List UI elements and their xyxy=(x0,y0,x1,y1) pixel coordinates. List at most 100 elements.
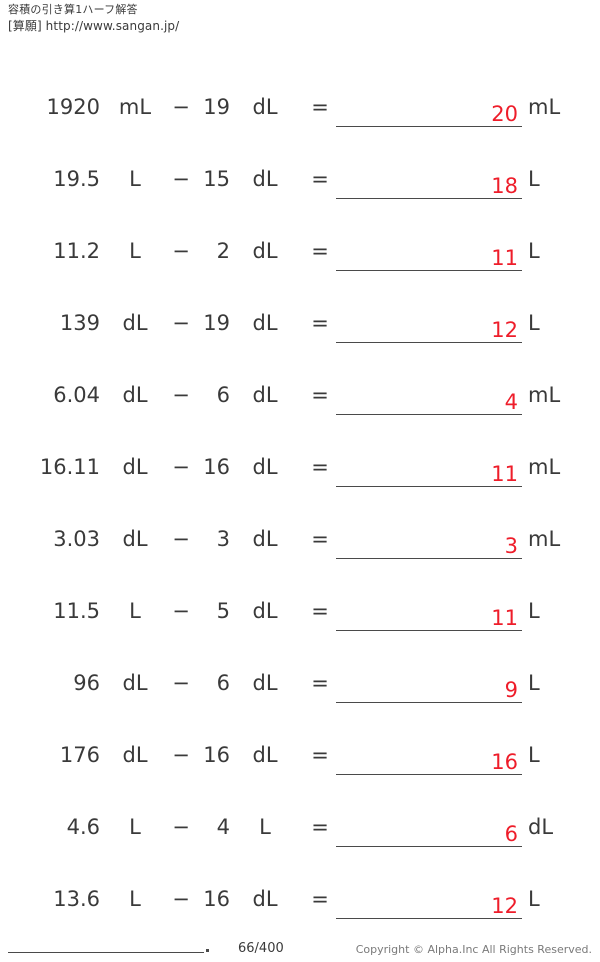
answer-field[interactable]: 12 xyxy=(336,305,522,343)
first-operand-unit: dL xyxy=(122,311,148,335)
problem-row: 16.11 dL −16 dL = 11 mL xyxy=(0,431,600,503)
problem-row: 4.6 L − 4 L = 6 dL xyxy=(0,791,600,863)
answer-field[interactable]: 6 xyxy=(336,809,522,847)
second-operand-unit: dL xyxy=(252,671,278,695)
answer-value: 20 xyxy=(491,102,518,126)
answer-value: 11 xyxy=(491,246,518,270)
first-operand: 11.5 xyxy=(53,599,100,623)
minus-sign: − xyxy=(172,95,190,119)
first-operand: 19.5 xyxy=(53,167,100,191)
problem-row: 3.03 dL −3 dL = 3 mL xyxy=(0,503,600,575)
first-operand-unit: L xyxy=(129,239,141,263)
first-operand-unit: L xyxy=(129,815,141,839)
answer-field[interactable]: 11 xyxy=(336,449,522,487)
problem-row: 139 dL −19 dL = 12 L xyxy=(0,287,600,359)
first-operand: 13.6 xyxy=(53,887,100,911)
page-header: 容積の引き算1ハーフ解答 [算願] http://www.sangan.jp/ xyxy=(8,2,179,34)
problem-row: 6.04 dL −6 dL = 4 mL xyxy=(0,359,600,431)
answer-field[interactable]: 9 xyxy=(336,665,522,703)
answer-unit: L xyxy=(528,311,540,335)
problem-row: 1920 mL −19 dL = 20 mL xyxy=(0,71,600,143)
first-operand: 4.6 xyxy=(66,815,100,839)
first-operand-unit: dL xyxy=(122,383,148,407)
second-operand: 2 xyxy=(216,239,230,263)
answer-field[interactable]: 16 xyxy=(336,737,522,775)
equals-sign: = xyxy=(311,167,329,191)
copyright-notice: Copyright © Alpha.Inc All Rights Reserve… xyxy=(355,943,592,956)
answer-field[interactable]: 12 xyxy=(336,881,522,919)
answer-value: 6 xyxy=(504,822,518,846)
equals-sign: = xyxy=(311,383,329,407)
minus-sign: − xyxy=(172,311,190,335)
first-operand-unit: L xyxy=(129,167,141,191)
problem-row: 19.5 L −15 dL = 18 L xyxy=(0,143,600,215)
equals-sign: = xyxy=(311,527,329,551)
minus-sign: − xyxy=(172,599,190,623)
equals-sign: = xyxy=(311,671,329,695)
second-operand: 16 xyxy=(203,887,230,911)
first-operand-unit: dL xyxy=(122,527,148,551)
first-operand: 16.11 xyxy=(39,455,100,479)
first-operand: 11.2 xyxy=(53,239,100,263)
answer-field[interactable]: 11 xyxy=(336,593,522,631)
first-operand-unit: dL xyxy=(122,671,148,695)
answer-value: 9 xyxy=(504,678,518,702)
equals-sign: = xyxy=(311,455,329,479)
equals-sign: = xyxy=(311,311,329,335)
answer-field[interactable]: 18 xyxy=(336,161,522,199)
minus-sign: − xyxy=(172,239,190,263)
answer-unit: L xyxy=(528,887,540,911)
first-operand-unit: dL xyxy=(122,743,148,767)
first-operand: 1920 xyxy=(46,95,100,119)
answer-value: 12 xyxy=(491,894,518,918)
second-operand: 16 xyxy=(203,743,230,767)
minus-sign: − xyxy=(172,383,190,407)
equals-sign: = xyxy=(311,887,329,911)
answer-unit: mL xyxy=(528,383,561,407)
answer-unit: mL xyxy=(528,527,561,551)
first-operand: 176 xyxy=(59,743,100,767)
answer-field[interactable]: 4 xyxy=(336,377,522,415)
first-operand-unit: L xyxy=(129,599,141,623)
minus-sign: − xyxy=(172,743,190,767)
minus-sign: − xyxy=(172,815,190,839)
second-operand-unit: dL xyxy=(252,455,278,479)
second-operand-unit: L xyxy=(259,815,271,839)
problem-row: 13.6 L −16 dL = 12 L xyxy=(0,863,600,935)
page-number: 66/400 xyxy=(238,941,284,956)
problem-row: 11.5 L − 5 dL = 11 L xyxy=(0,575,600,647)
problem-row: 11.2 L − 2 dL = 11 L xyxy=(0,215,600,287)
problem-list: 1920 mL −19 dL = 20 mL 19.5 L −15 dL = 18 L 11.2 L −2 dL =… xyxy=(0,71,600,935)
answer-value: 18 xyxy=(491,174,518,198)
first-operand: 6.04 xyxy=(53,383,100,407)
second-operand: 3 xyxy=(216,527,230,551)
answer-value: 4 xyxy=(504,390,518,414)
student-name-line xyxy=(8,952,204,953)
answer-field[interactable]: 11 xyxy=(336,233,522,271)
second-operand: 15 xyxy=(203,167,230,191)
publisher-url: [算願] http://www.sangan.jp/ xyxy=(8,19,180,33)
answer-value: 16 xyxy=(491,750,518,774)
answer-field[interactable]: 20 xyxy=(336,89,522,127)
minus-sign: − xyxy=(172,671,190,695)
minus-sign: − xyxy=(172,455,190,479)
second-operand-unit: dL xyxy=(252,527,278,551)
answer-unit: L xyxy=(528,239,540,263)
equals-sign: = xyxy=(311,743,329,767)
first-operand-unit: dL xyxy=(122,455,148,479)
problem-row: 176 dL −16 dL = 16 L xyxy=(0,719,600,791)
answer-unit: L xyxy=(528,743,540,767)
answer-field[interactable]: 3 xyxy=(336,521,522,559)
answer-unit: mL xyxy=(528,95,561,119)
answer-value: 11 xyxy=(491,462,518,486)
minus-sign: − xyxy=(172,887,190,911)
second-operand: 19 xyxy=(203,311,230,335)
second-operand-unit: dL xyxy=(252,95,278,119)
equals-sign: = xyxy=(311,239,329,263)
second-operand: 5 xyxy=(216,599,230,623)
minus-sign: − xyxy=(172,167,190,191)
answer-unit: dL xyxy=(528,815,554,839)
first-operand-unit: L xyxy=(129,887,141,911)
second-operand: 4 xyxy=(216,815,230,839)
answer-unit: L xyxy=(528,167,540,191)
